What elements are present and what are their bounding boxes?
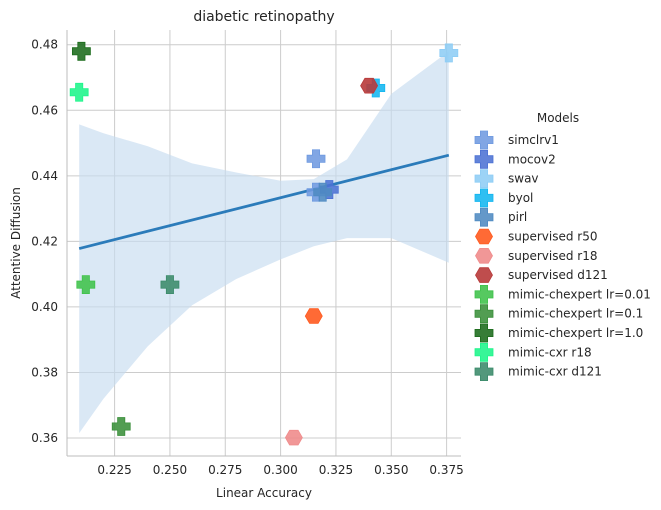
legend-marker [474,304,494,324]
legend-title: Models [537,111,579,125]
legend-entry-label: pirl [508,210,527,224]
legend-entry-label: mimic-chexpert lr=0.1 [508,307,643,321]
confidence-band [79,51,449,434]
y-tick-label: 0.44 [31,169,58,183]
legend-entry-label: supervised d121 [508,268,608,282]
legend-entry-label: supervised r18 [508,249,598,263]
y-axis-label: Attentive Diffusion [9,187,23,299]
legend-entry-label: simclrv1 [508,133,559,147]
data-point [111,417,131,436]
x-tick-label: 0.250 [153,463,187,477]
data-point [69,82,89,102]
data-point [306,149,326,169]
x-tick-label: 0.350 [374,463,408,477]
legend-marker [475,228,493,245]
legend-marker [474,169,494,188]
legend-marker [474,323,494,343]
y-tick-label: 0.36 [31,431,58,445]
legend-entry-label: mocov2 [508,152,556,166]
legend-entry-label: supervised r50 [508,230,598,244]
data-point [160,275,180,295]
regression-line [78,153,450,250]
y-tick-label: 0.40 [31,300,58,314]
x-axis-label: Linear Accuracy [216,486,312,500]
legend-marker [474,342,494,362]
legend-marker [474,207,494,227]
data-point [304,308,323,324]
x-tick-label: 0.300 [263,463,297,477]
y-tick-label: 0.42 [31,234,58,248]
legend-entry-label: mimic-cxr d121 [508,365,602,379]
legend-marker [474,188,494,208]
legend-entry-label: byol [508,191,533,205]
legend-marker [475,248,493,264]
legend-marker [474,362,494,381]
x-tick-label: 0.375 [429,463,463,477]
legend-entry-label: mimic-chexpert lr=1.0 [508,326,643,340]
legend: Models simclrv1 mocov2 swav byol pirl supervi… [474,111,651,381]
data-point [71,41,91,61]
y-tick-label: 0.38 [31,365,58,379]
data-point [284,429,303,446]
legend-marker [474,285,494,304]
x-tick-label: 0.225 [97,463,131,477]
data-points [69,41,459,446]
y-tick-label: 0.46 [31,103,58,117]
legend-marker [475,267,493,283]
legend-marker [474,130,494,150]
confidence-band-area [79,51,449,434]
data-point [360,77,379,94]
legend-marker [474,149,494,169]
axes: 0.225 0.250 0.275 0.300 0.325 0.350 0.375 0.36 0… [31,30,464,477]
x-tick-label: 0.325 [319,463,353,477]
legend-entry-label: mimic-chexpert lr=0.01 [508,287,651,301]
data-point [76,275,96,295]
y-tick-label: 0.48 [31,38,58,52]
data-point [313,182,333,202]
data-point [439,43,459,63]
chart-title: diabetic retinopathy [193,9,334,25]
legend-entry-label: mimic-cxr r18 [508,345,592,359]
regression-fit-line [78,153,450,250]
legend-entry-label: swav [508,172,539,186]
x-tick-label: 0.275 [208,463,242,477]
